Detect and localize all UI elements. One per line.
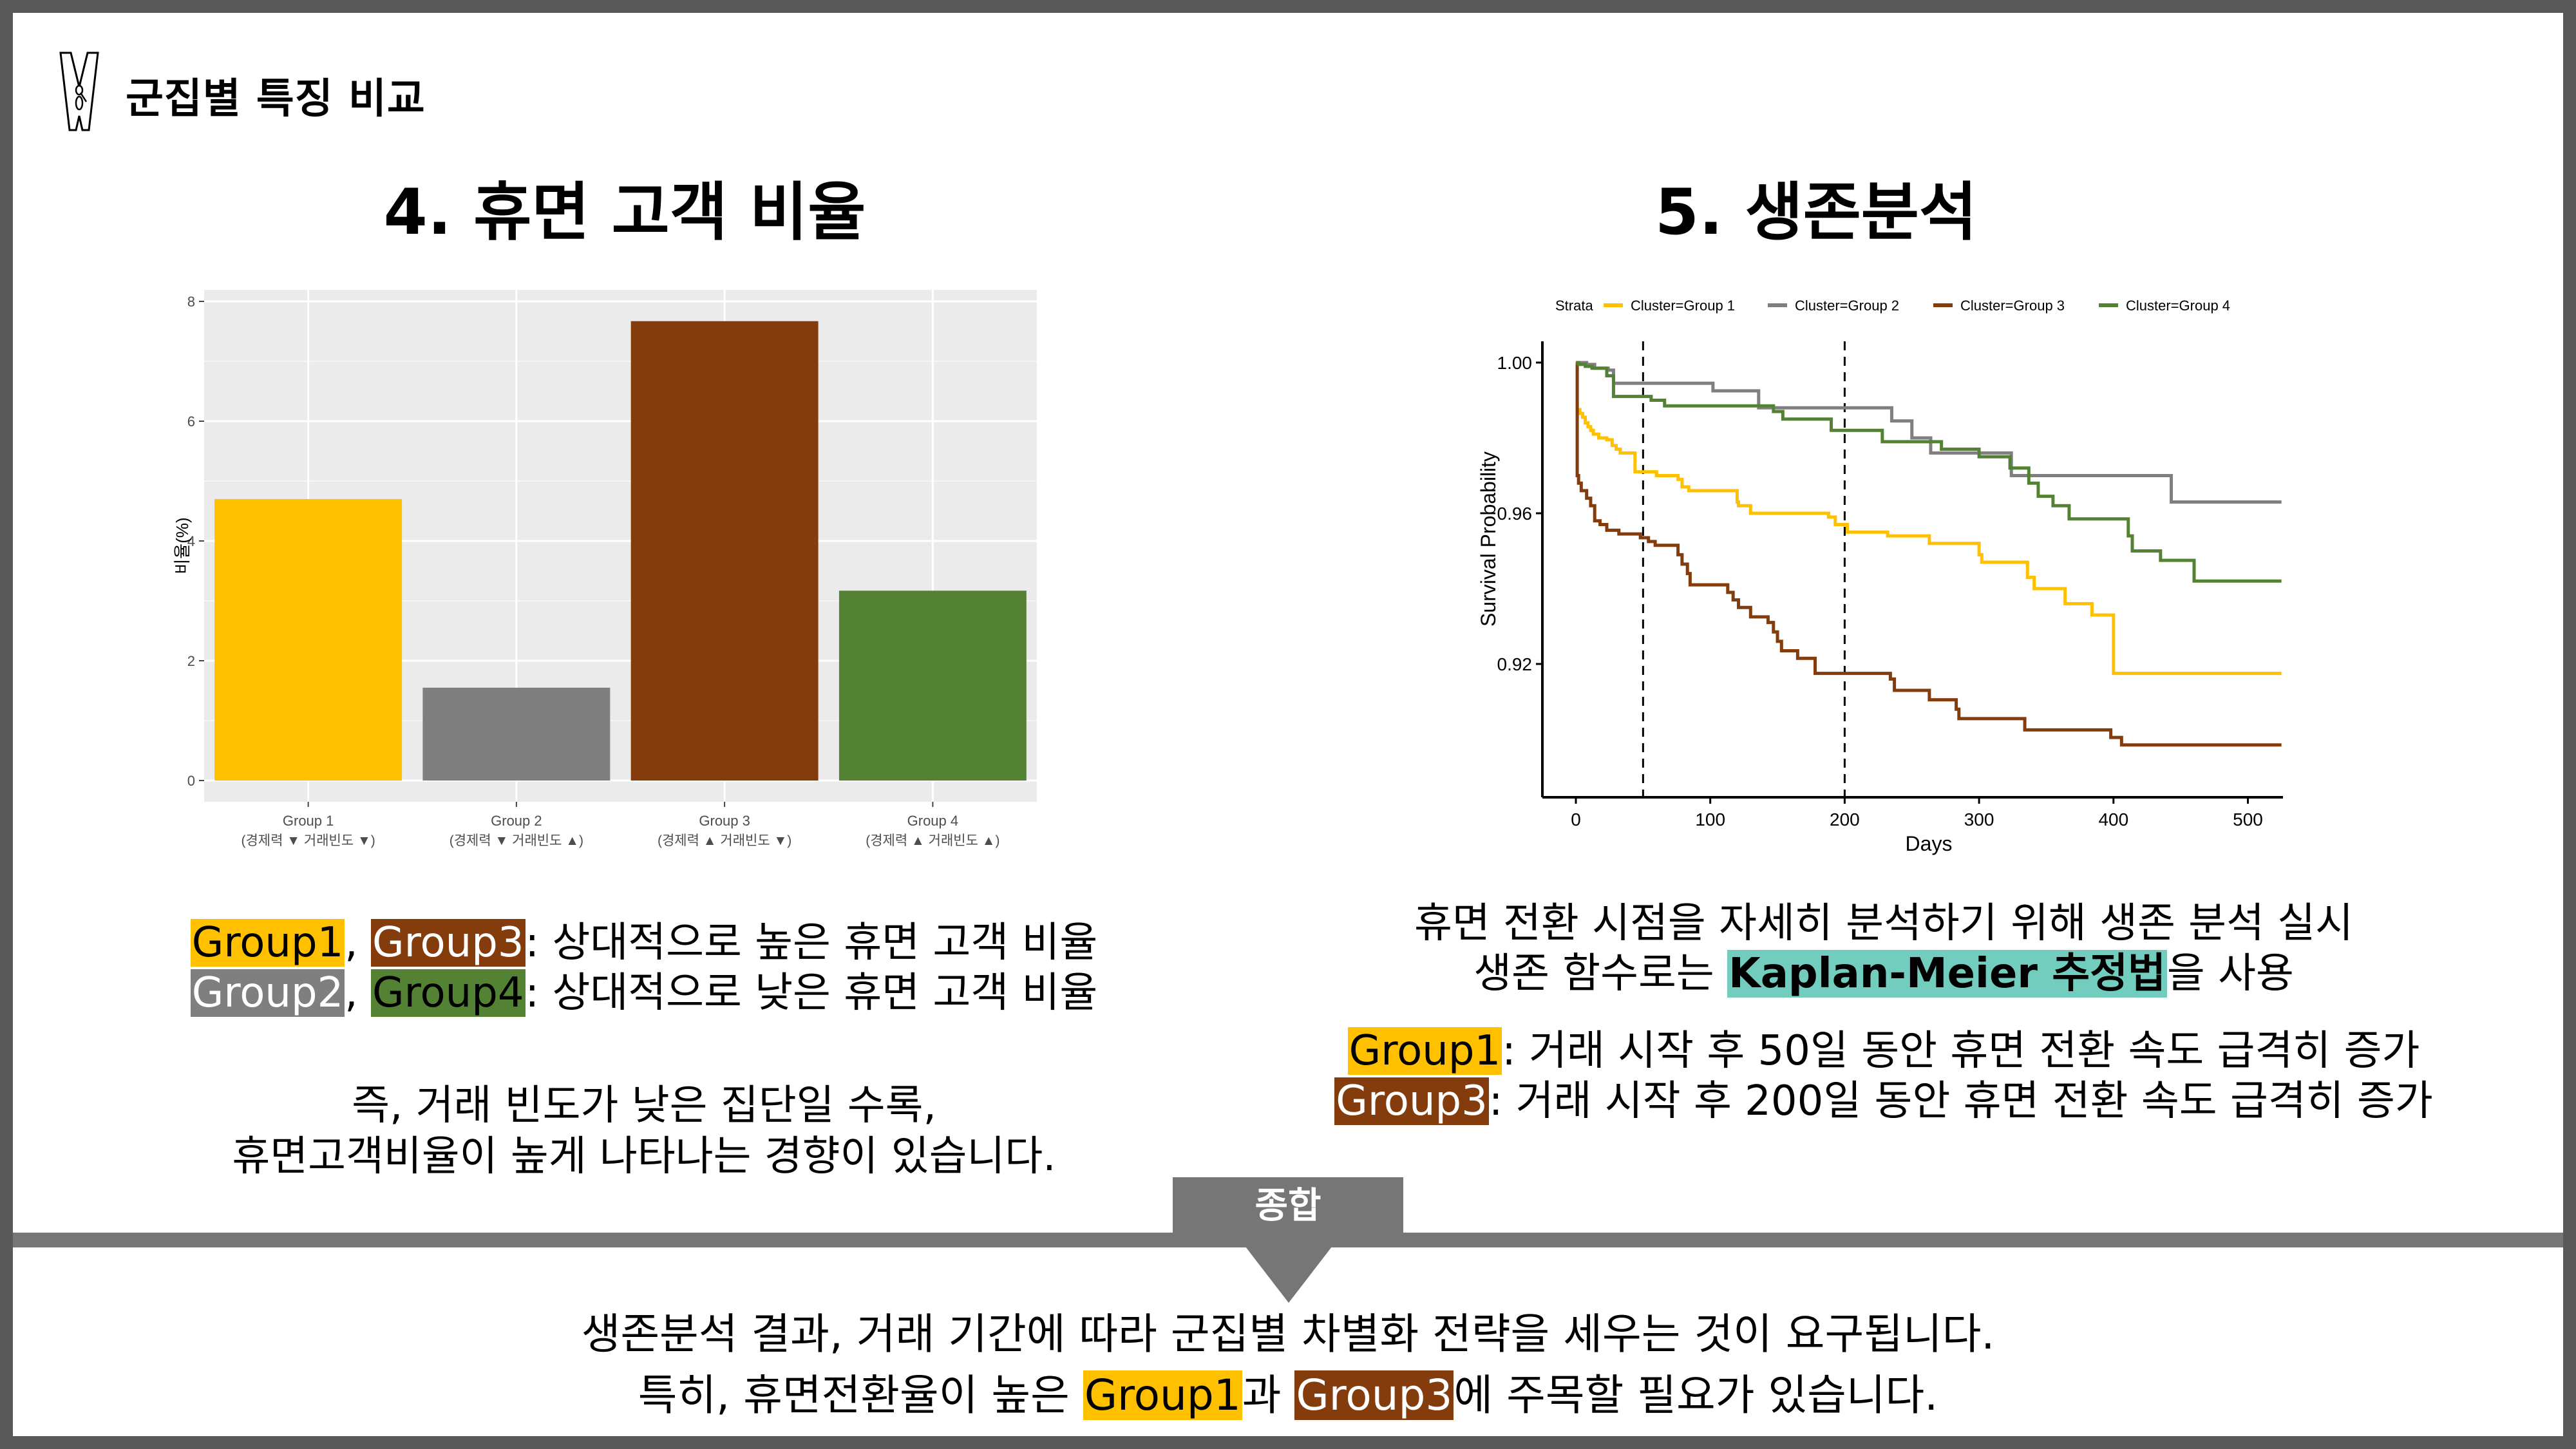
svg-text:300: 300 [1964, 810, 1994, 829]
svg-text:(경제력 ▲ 거래빈도 ▼): (경제력 ▲ 거래빈도 ▼) [658, 833, 791, 848]
bar-2 [422, 687, 611, 781]
group4-badge: Group4 [370, 969, 526, 1017]
svg-text:(경제력 ▼ 거래빈도 ▼): (경제력 ▼ 거래빈도 ▼) [241, 833, 375, 848]
svg-text:1.00: 1.00 [1497, 353, 1533, 373]
line-text: 생존 함수로는 [1473, 950, 1728, 998]
page-title: 군집별 특징 비교 [126, 75, 426, 123]
svg-text:0: 0 [1571, 810, 1581, 829]
section-5-line-2: 생존 함수로는 Kaplan-Meier 추정법을 사용 [1320, 949, 2447, 999]
svg-text:(경제력 ▼ 거래빈도 ▲): (경제력 ▼ 거래빈도 ▲) [450, 833, 583, 848]
svg-text:Days: Days [1906, 832, 1953, 855]
line-text: 에 주목할 필요가 있습니다. [1454, 1370, 1938, 1420]
group1-badge: Group1 [190, 919, 345, 967]
group3-badge: Group3 [370, 919, 526, 967]
svg-text:Strata: Strata [1555, 298, 1593, 314]
svg-text:Cluster=Group 2: Cluster=Group 2 [1795, 298, 1899, 314]
group3-badge: Group3 [1294, 1370, 1454, 1420]
bar-3 [630, 321, 819, 781]
svg-text:Group 2: Group 2 [491, 813, 542, 829]
survival-curve-group-4 [1576, 361, 2282, 583]
clothespin-icon [59, 52, 99, 131]
survival-curve-group-3 [1575, 361, 2282, 747]
summary-separator [13, 1233, 2563, 1247]
group3-badge: Group3 [1334, 1077, 1489, 1125]
svg-text:400: 400 [2098, 810, 2128, 829]
group1-badge: Group1 [1347, 1027, 1502, 1075]
summary-tab: 종합 [1173, 1177, 1403, 1235]
svg-text:200: 200 [1830, 810, 1860, 829]
line-text: 과 [1242, 1370, 1295, 1420]
svg-text:100: 100 [1695, 810, 1725, 829]
separator-text: , [345, 969, 371, 1017]
svg-text:Group 3: Group 3 [699, 813, 750, 829]
slide-canvas: 군집별 특징 비교 4. 휴면 고객 비율 0 2 4 6 8 Group 1 (경제력 ▼… [13, 13, 2563, 1436]
section-5-line-1: 휴면 전환 시점을 자세히 분석하기 위해 생존 분석 실시 [1414, 900, 2354, 947]
section-4-summary-2: 휴면고객비율이 높게 나타나는 경향이 있습니다. [232, 1133, 1056, 1180]
bar-4 [838, 591, 1027, 781]
svg-text:2: 2 [187, 653, 195, 669]
line-text: : 상대적으로 높은 휴면 고객 비율 [525, 919, 1098, 967]
section-5-title: 5. 생존분석 [1654, 176, 1978, 249]
section-5-group3-finding: Group3: 거래 시작 후 200일 동안 휴면 전환 속도 급격히 증가 [1320, 1076, 2447, 1126]
section-4-highlight-line-1: Group1, Group3: 상대적으로 높은 휴면 고객 비율 [161, 918, 1127, 968]
svg-text:Survival Probability: Survival Probability [1477, 451, 1500, 627]
summary-line-2: 특히, 휴면전환율이 높은 Group1과 Group3에 주목할 필요가 있습… [13, 1364, 2563, 1427]
svg-text:Group 4: Group 4 [907, 813, 959, 829]
separator-text: , [345, 919, 371, 967]
svg-text:8: 8 [187, 294, 195, 310]
summary-line-1: 생존분석 결과, 거래 기간에 따라 군집별 차별화 전략을 세우는 것이 요구… [581, 1309, 1995, 1359]
svg-text:Cluster=Group 3: Cluster=Group 3 [1960, 298, 2065, 314]
svg-text:0.96: 0.96 [1497, 504, 1533, 524]
section-5-group1-finding: Group1: 거래 시작 후 50일 동안 휴면 전환 속도 급격히 증가 [1320, 1026, 2447, 1076]
down-arrow-icon [1245, 1247, 1332, 1303]
line-text: 을 사용 [2166, 950, 2294, 998]
dormant-ratio-bar-chart: 0 2 4 6 8 Group 1 (경제력 ▼ 거래빈도 ▼) Group 2 (경제력 ▼ … [174, 290, 1037, 848]
survival-curve-group-1 [1575, 402, 2282, 676]
survival-curve-chart: Strata Cluster=Group 1 Cluster=Group 2 Clus… [1477, 298, 2283, 855]
group1-badge: Group1 [1083, 1370, 1242, 1420]
line-text: : 상대적으로 낮은 휴면 고객 비율 [525, 969, 1098, 1017]
kaplan-meier-highlight: Kaplan-Meier 추정법 [1727, 950, 2167, 998]
finding-text: : 거래 시작 후 50일 동안 휴면 전환 속도 급격히 증가 [1502, 1027, 2420, 1075]
svg-text:6: 6 [187, 413, 195, 430]
svg-text:Group 1: Group 1 [283, 813, 334, 829]
section-4-title: 4. 휴면 고객 비율 [383, 176, 866, 249]
line-text: 특히, 휴면전환율이 높은 [638, 1370, 1083, 1420]
finding-text: : 거래 시작 후 200일 동안 휴면 전환 속도 급격히 증가 [1488, 1077, 2433, 1125]
section-4-highlight-line-2: Group2, Group4: 상대적으로 낮은 휴면 고객 비율 [161, 968, 1127, 1018]
svg-text:비율(%): 비율(%) [174, 517, 192, 574]
svg-text:0.92: 0.92 [1497, 654, 1533, 674]
svg-text:Cluster=Group 1: Cluster=Group 1 [1631, 298, 1735, 314]
bar-1 [214, 498, 402, 781]
svg-text:Cluster=Group 4: Cluster=Group 4 [2126, 298, 2230, 314]
svg-text:500: 500 [2233, 810, 2263, 829]
svg-text:4: 4 [187, 533, 195, 549]
svg-text:(경제력 ▲ 거래빈도 ▲): (경제력 ▲ 거래빈도 ▲) [866, 833, 999, 848]
section-4-summary-1: 즉, 거래 빈도가 낮은 집단일 수록, [352, 1082, 936, 1130]
group2-badge: Group2 [190, 969, 345, 1017]
svg-text:0: 0 [187, 773, 195, 789]
